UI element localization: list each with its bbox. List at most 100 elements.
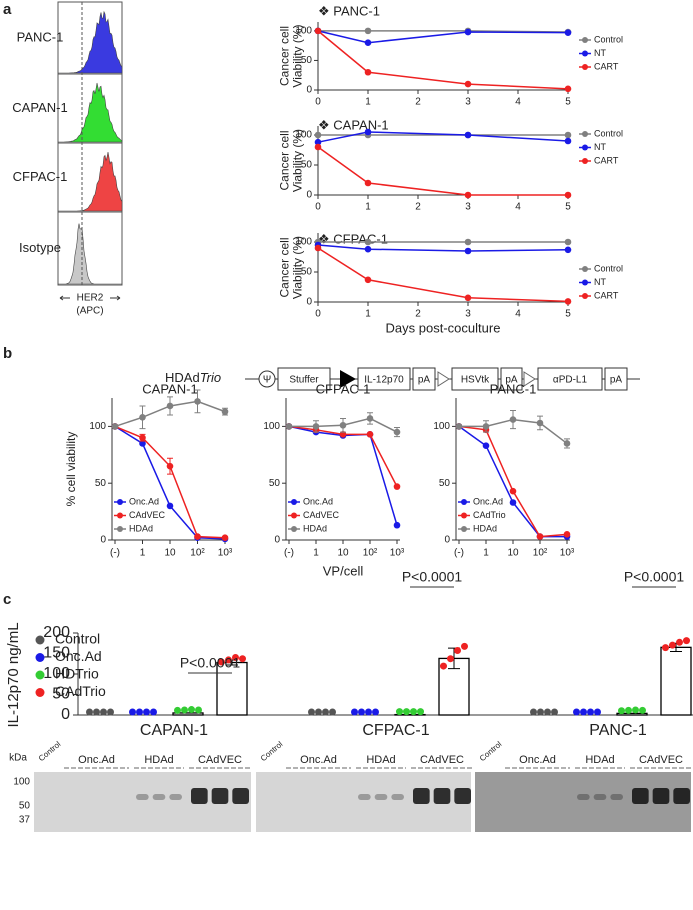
y-axis-label: IL-12p70 ng/mL	[5, 622, 22, 727]
chart-title: PANC-1	[490, 381, 537, 396]
x-tick-label: 1	[313, 548, 319, 559]
series-line	[318, 30, 569, 33]
series-line	[114, 425, 226, 540]
lane-label: CAdVEC	[420, 754, 464, 766]
legend-marker	[117, 512, 123, 519]
blot-band	[169, 794, 182, 800]
blot-band	[632, 788, 649, 804]
replicate-point	[195, 706, 202, 714]
data-point	[464, 294, 472, 302]
data-point	[139, 434, 146, 442]
replicate-point	[322, 708, 329, 716]
annotation: P<0.0001	[624, 569, 685, 585]
data-point	[563, 531, 571, 538]
data-point	[139, 440, 146, 447]
y-tick-label: 100	[295, 130, 312, 141]
legend-marker	[291, 512, 297, 519]
replicate-point	[454, 647, 461, 654]
blot-band	[610, 794, 623, 800]
sample-label: Isotype	[19, 240, 61, 255]
sample-label: PANC-1	[17, 29, 64, 44]
y-tick-label: 0	[306, 190, 312, 201]
data-point	[393, 428, 401, 436]
legend-label: NT	[594, 48, 606, 58]
legend-marker	[582, 50, 588, 57]
replicate-point	[225, 656, 232, 664]
data-point	[464, 80, 472, 88]
lane-label: Control	[37, 740, 63, 764]
legend-marker	[582, 64, 588, 70]
data-point	[564, 238, 572, 246]
sample-label: CFPAC-1	[13, 169, 68, 184]
series-line	[317, 244, 569, 252]
x-tick-label: 2	[415, 202, 421, 213]
y-tick-label: 100	[295, 26, 312, 37]
replicate-point	[93, 708, 100, 716]
replicate-point	[86, 708, 93, 716]
x-axis-label: Days post-coculture	[386, 320, 501, 335]
y-tick-label: 0	[61, 706, 70, 723]
series-line	[114, 425, 226, 539]
blot-unit: kDa	[9, 753, 27, 764]
series-line	[317, 247, 569, 303]
chart-title: CFPAC-1	[316, 381, 371, 396]
axis-label: (APC)	[76, 306, 103, 317]
data-point	[564, 191, 572, 199]
replicate-point	[461, 642, 468, 650]
sample-label: CAPAN-1	[12, 100, 67, 115]
blot-band	[374, 794, 388, 800]
annotation: P<0.0001	[402, 569, 463, 585]
construct-name-part: Trio	[200, 370, 221, 385]
series-line	[458, 425, 568, 538]
histogram	[58, 10, 123, 74]
blot-band	[577, 794, 590, 800]
y-tick-label: 0	[100, 535, 106, 546]
blot-band	[136, 794, 149, 800]
data-point	[366, 431, 374, 438]
data-point	[564, 29, 572, 36]
axis	[317, 126, 568, 196]
x-tick-label: 3	[465, 97, 471, 108]
x-tick-label: 10³	[390, 548, 405, 559]
chart-title: ❖ CAPAN-1	[318, 117, 389, 132]
construct-label: pA	[505, 375, 518, 386]
legend-label: CART	[594, 61, 619, 71]
y-tick-label: 200	[43, 624, 70, 641]
chart-title: CAPAN-1	[142, 381, 197, 396]
x-tick-label: 10²	[363, 548, 378, 559]
blot-band	[358, 794, 371, 800]
data-point	[194, 533, 201, 540]
replicate-point	[447, 655, 454, 663]
y-tick-label: 50	[301, 160, 313, 171]
legend-label: Control	[594, 34, 623, 44]
data-point	[509, 416, 517, 423]
legend-marker	[291, 499, 297, 505]
legend-label: NT	[594, 277, 606, 287]
lane-label: HDAd	[366, 754, 395, 766]
lane-label: HDAd	[144, 754, 173, 766]
legend-label: Control	[594, 263, 623, 273]
y-tick-label: 100	[43, 665, 70, 682]
x-tick-label: 4	[515, 202, 521, 213]
data-point	[364, 39, 372, 46]
replicate-point	[358, 708, 365, 716]
x-tick-label: 3	[465, 309, 471, 320]
x-tick-label: (-)	[454, 548, 464, 559]
data-point	[464, 191, 472, 199]
blot-band	[673, 788, 690, 804]
data-point	[393, 483, 401, 490]
data-point	[314, 143, 322, 151]
legend-marker	[582, 158, 588, 164]
construct-element	[357, 367, 411, 391]
promoter	[437, 371, 450, 387]
data-point	[111, 423, 119, 430]
x-tick-label: 2	[415, 97, 421, 108]
blot-band	[593, 794, 607, 800]
lane-label: Control	[259, 740, 285, 764]
legend-marker	[461, 499, 467, 505]
data-point	[364, 27, 372, 35]
data-point	[482, 442, 490, 450]
x-tick-label: 1	[365, 309, 371, 320]
construct-label: pA	[610, 375, 623, 386]
data-point	[364, 68, 372, 76]
